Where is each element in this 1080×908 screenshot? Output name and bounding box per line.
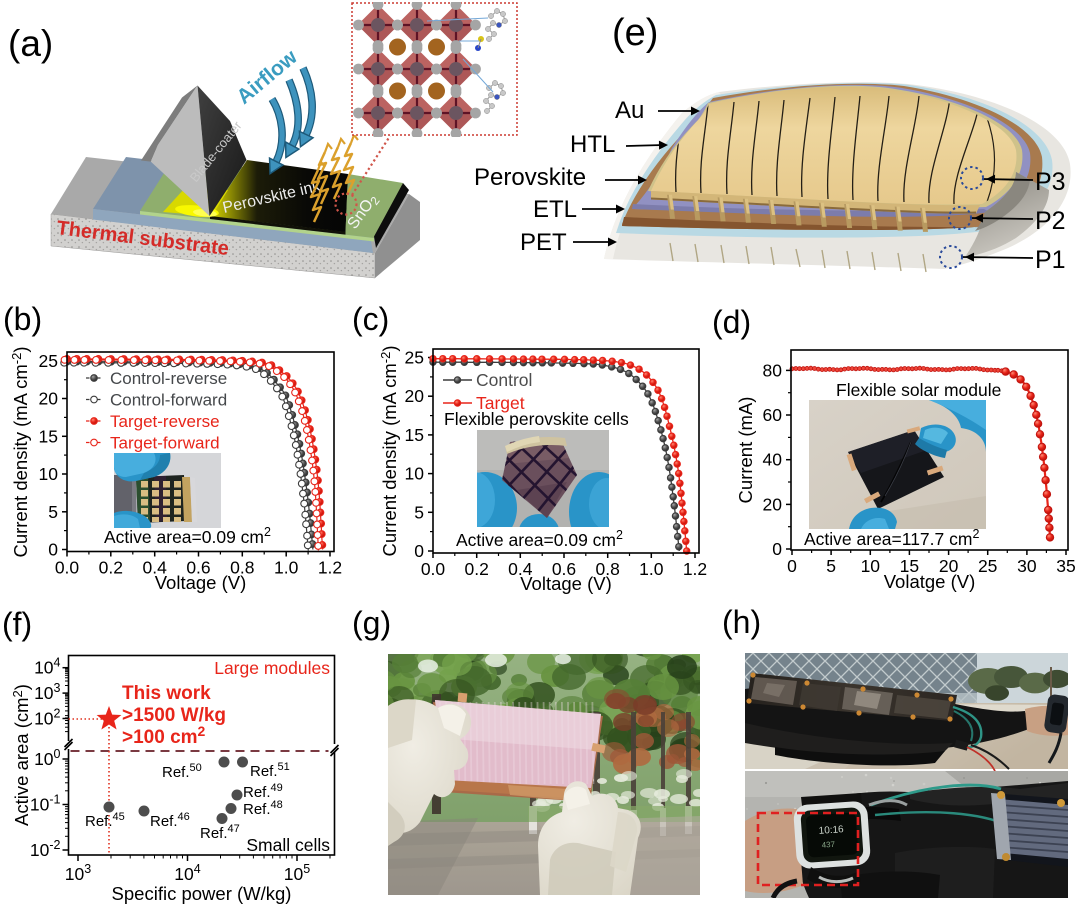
svg-text:103: 103 — [65, 862, 91, 884]
svg-text:Target: Target — [476, 393, 525, 413]
svg-text:Active area=117.7 cm2: Active area=117.7 cm2 — [804, 527, 979, 549]
svg-text:1.0: 1.0 — [639, 559, 664, 579]
svg-text:P1: P1 — [1035, 246, 1066, 274]
svg-text:10: 10 — [405, 464, 425, 484]
svg-text:10: 10 — [39, 464, 59, 484]
svg-text:10:16: 10:16 — [818, 824, 844, 837]
svg-text:1.2: 1.2 — [318, 558, 342, 578]
svg-text:0: 0 — [48, 540, 58, 560]
svg-text:Ref.51: Ref.51 — [250, 761, 290, 780]
svg-text:Ref.47: Ref.47 — [200, 823, 240, 842]
svg-text:1.2: 1.2 — [683, 559, 707, 579]
svg-text:15: 15 — [39, 426, 58, 446]
svg-text:Ref.50: Ref.50 — [162, 762, 202, 781]
svg-text:80: 80 — [763, 360, 783, 380]
svg-text:Ref.45: Ref.45 — [85, 811, 125, 830]
svg-text:10: 10 — [861, 556, 881, 576]
svg-text:0.0: 0.0 — [55, 558, 80, 578]
svg-text:0.2: 0.2 — [99, 558, 123, 578]
svg-text:0: 0 — [787, 556, 797, 576]
svg-text:Ref.48: Ref.48 — [243, 799, 283, 818]
svg-text:Control-reverse: Control-reverse — [110, 369, 227, 388]
svg-text:Current density (mA cm-2): Current density (mA cm-2) — [9, 346, 31, 557]
svg-text:20: 20 — [39, 389, 59, 409]
svg-text:0.6: 0.6 — [186, 558, 210, 578]
svg-text:0.0: 0.0 — [421, 559, 446, 579]
svg-text:Small cells: Small cells — [246, 835, 330, 855]
svg-text:20: 20 — [763, 494, 783, 514]
svg-text:35: 35 — [1056, 556, 1075, 576]
svg-text:Flexible solar module: Flexible solar module — [836, 380, 1001, 400]
svg-text:20: 20 — [405, 386, 425, 406]
svg-text:Active area (cm2): Active area (cm2) — [10, 684, 32, 826]
svg-text:Ref.46: Ref.46 — [150, 811, 190, 830]
svg-text:Volatge (V): Volatge (V) — [884, 571, 976, 592]
svg-text:25: 25 — [39, 351, 58, 371]
svg-text:103: 103 — [34, 681, 60, 703]
svg-text:P3: P3 — [1035, 168, 1066, 196]
svg-text:25: 25 — [978, 556, 997, 576]
svg-text:Active area=0.09 cm2: Active area=0.09 cm2 — [456, 528, 623, 550]
svg-text:P2: P2 — [1035, 207, 1066, 235]
svg-text:5: 5 — [48, 502, 58, 522]
svg-text:0.4: 0.4 — [508, 559, 533, 579]
svg-text:105: 105 — [284, 862, 310, 884]
svg-text:10-1: 10-1 — [30, 793, 61, 815]
svg-text:PET: PET — [520, 229, 567, 256]
svg-text:Current (mA): Current (mA) — [735, 397, 756, 504]
svg-text:15: 15 — [405, 425, 424, 445]
svg-text:20: 20 — [939, 556, 959, 576]
svg-text:Voltage (V): Voltage (V) — [155, 572, 247, 593]
svg-text:30: 30 — [1017, 556, 1037, 576]
svg-text:Current density (mA cm-2): Current density (mA cm-2) — [380, 345, 400, 556]
svg-text:104: 104 — [174, 862, 200, 884]
svg-text:This work: This work — [122, 683, 211, 704]
svg-text:Target-forward: Target-forward — [110, 434, 220, 453]
svg-text:0.6: 0.6 — [552, 559, 576, 579]
svg-text:40: 40 — [763, 450, 783, 470]
svg-text:0.8: 0.8 — [230, 558, 254, 578]
svg-text:HTL: HTL — [570, 131, 615, 158]
svg-text:104: 104 — [34, 656, 60, 678]
svg-text:1.0: 1.0 — [274, 558, 299, 578]
svg-text:Perovskite: Perovskite — [474, 164, 586, 191]
svg-text:60: 60 — [763, 405, 783, 425]
svg-text:100: 100 — [34, 747, 60, 769]
svg-text:Specific power (W/kg): Specific power (W/kg) — [112, 883, 292, 904]
svg-text:>100 cm2: >100 cm2 — [122, 723, 206, 748]
svg-text:Active area=0.09 cm2: Active area=0.09 cm2 — [104, 525, 271, 547]
svg-text:5: 5 — [826, 556, 836, 576]
svg-text:10-2: 10-2 — [30, 838, 61, 860]
svg-text:5: 5 — [414, 502, 424, 522]
svg-text:Voltage (V): Voltage (V) — [520, 573, 612, 594]
svg-text:0: 0 — [772, 539, 782, 559]
svg-text:Flexible perovskite cells: Flexible perovskite cells — [444, 409, 629, 429]
svg-text:Airflow: Airflow — [232, 45, 302, 109]
svg-text:>1500 W/kg: >1500 W/kg — [122, 705, 226, 726]
svg-text:Control-forward: Control-forward — [110, 391, 227, 410]
svg-text:Control: Control — [476, 370, 532, 390]
svg-text:15: 15 — [900, 556, 919, 576]
svg-text:437: 437 — [821, 840, 835, 850]
svg-text:Au: Au — [615, 97, 644, 124]
svg-text:Target-reverse: Target-reverse — [110, 412, 220, 431]
svg-text:25: 25 — [405, 348, 424, 368]
svg-text:ETL: ETL — [533, 196, 577, 223]
svg-text:0.4: 0.4 — [143, 558, 168, 578]
svg-text:Large modules: Large modules — [214, 658, 330, 678]
svg-text:0.8: 0.8 — [596, 559, 620, 579]
svg-text:0.2: 0.2 — [465, 559, 489, 579]
svg-text:102: 102 — [34, 707, 60, 729]
svg-text:0: 0 — [414, 541, 424, 561]
